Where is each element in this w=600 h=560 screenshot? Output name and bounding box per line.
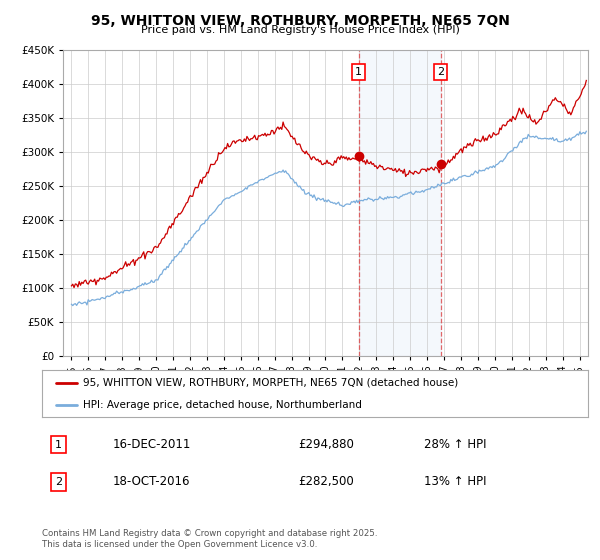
Text: Price paid vs. HM Land Registry's House Price Index (HPI): Price paid vs. HM Land Registry's House … [140, 25, 460, 35]
Text: £294,880: £294,880 [299, 438, 355, 451]
Text: 18-OCT-2016: 18-OCT-2016 [113, 475, 190, 488]
Text: 95, WHITTON VIEW, ROTHBURY, MORPETH, NE65 7QN: 95, WHITTON VIEW, ROTHBURY, MORPETH, NE6… [91, 14, 509, 28]
Bar [359, 50, 440, 356]
Text: Contains HM Land Registry data © Crown copyright and database right 2025.
This d: Contains HM Land Registry data © Crown c… [42, 529, 377, 549]
Text: 2: 2 [437, 67, 444, 77]
Text: 1: 1 [355, 67, 362, 77]
Text: 1: 1 [55, 440, 62, 450]
Text: HPI: Average price, detached house, Northumberland: HPI: Average price, detached house, Nort… [83, 400, 362, 410]
Text: 13% ↑ HPI: 13% ↑ HPI [424, 475, 487, 488]
Text: 2: 2 [55, 477, 62, 487]
Text: 28% ↑ HPI: 28% ↑ HPI [424, 438, 487, 451]
Text: £282,500: £282,500 [299, 475, 355, 488]
Text: 16-DEC-2011: 16-DEC-2011 [113, 438, 191, 451]
Text: 95, WHITTON VIEW, ROTHBURY, MORPETH, NE65 7QN (detached house): 95, WHITTON VIEW, ROTHBURY, MORPETH, NE6… [83, 378, 458, 388]
